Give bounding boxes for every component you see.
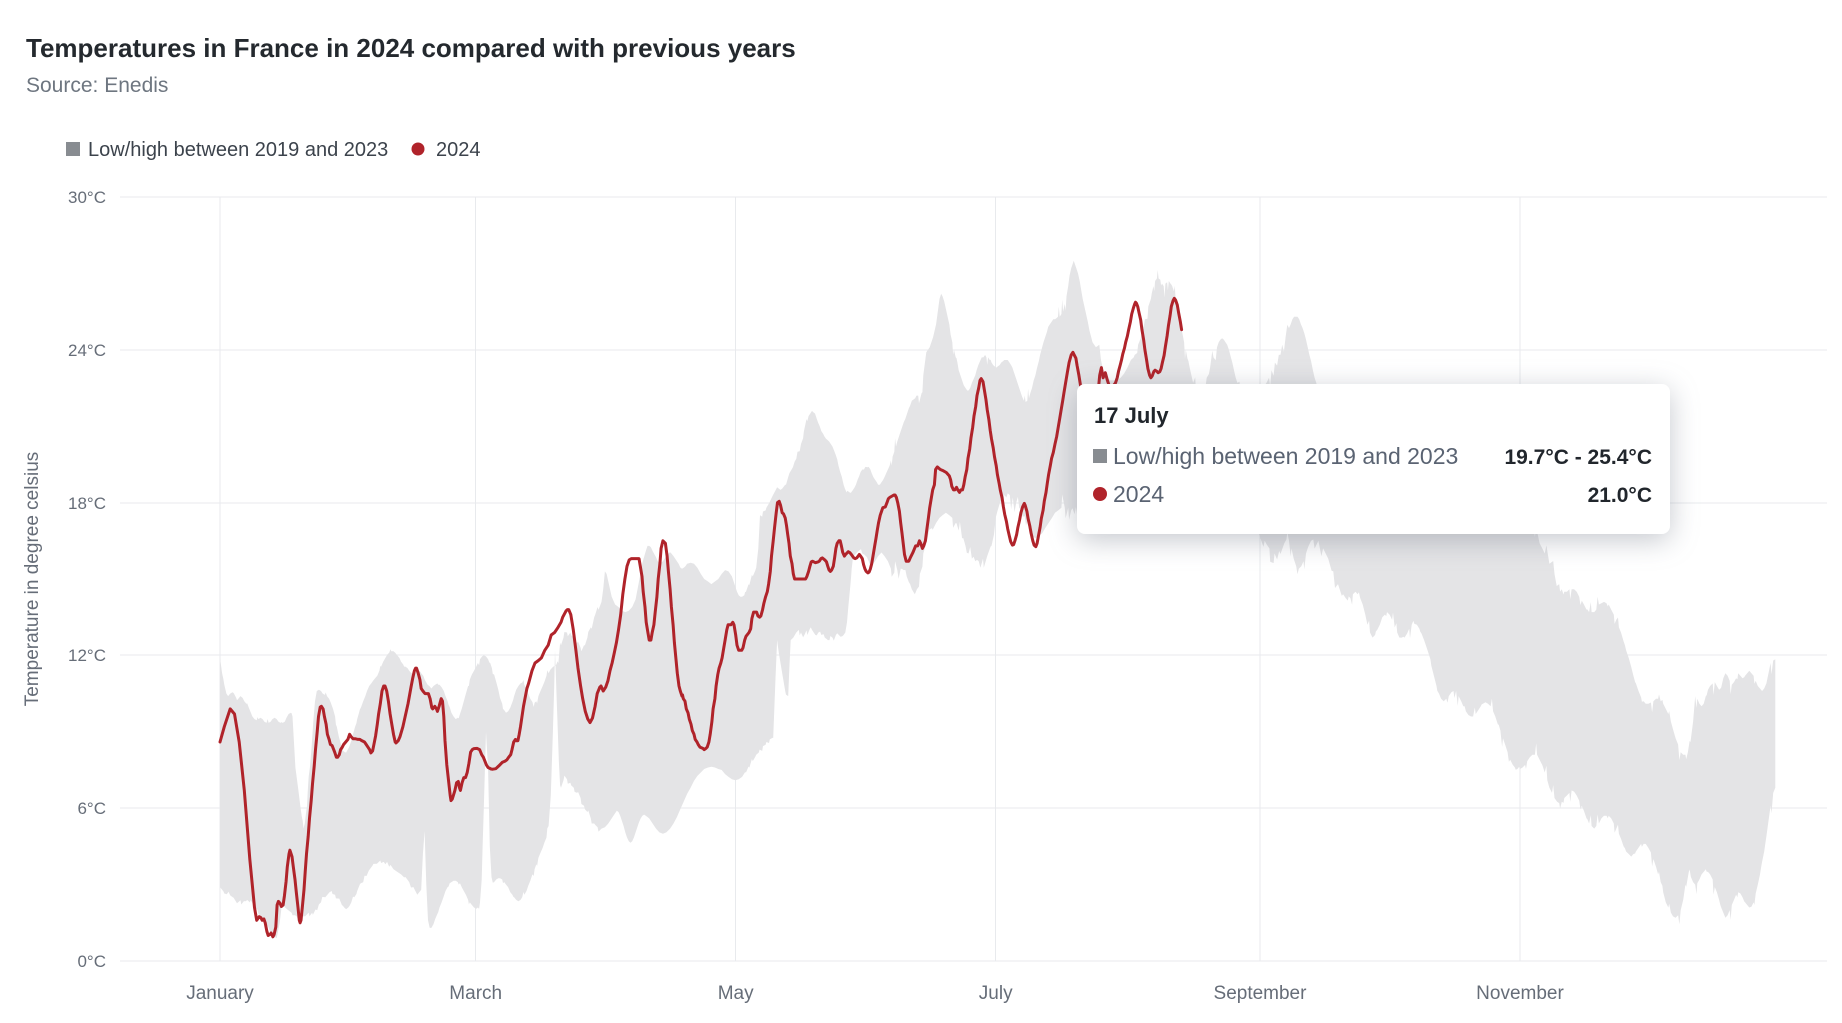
svg-text:2024: 2024	[436, 139, 481, 161]
svg-text:Low/high between 2019 and 2023: Low/high between 2019 and 2023	[1113, 443, 1458, 469]
svg-text:January: January	[186, 983, 254, 1004]
svg-text:21.0°C: 21.0°C	[1588, 484, 1652, 507]
svg-text:12°C: 12°C	[68, 646, 106, 665]
svg-text:0°C: 0°C	[77, 952, 106, 971]
svg-text:Source: Enedis: Source: Enedis	[26, 74, 168, 97]
svg-text:19.7°C - 25.4°C: 19.7°C - 25.4°C	[1504, 446, 1652, 469]
svg-text:September: September	[1214, 983, 1308, 1004]
svg-text:Low/high between 2019 and 2023: Low/high between 2019 and 2023	[88, 139, 388, 161]
svg-text:Temperatures in France in 2024: Temperatures in France in 2024 compared …	[26, 33, 796, 63]
svg-text:30°C: 30°C	[68, 188, 106, 207]
svg-text:July: July	[979, 983, 1013, 1004]
svg-text:Temperature in degree celsius: Temperature in degree celsius	[22, 452, 43, 707]
svg-text:17 July: 17 July	[1094, 403, 1169, 428]
svg-text:2024: 2024	[1113, 481, 1164, 507]
svg-text:18°C: 18°C	[68, 494, 106, 513]
svg-text:6°C: 6°C	[77, 799, 106, 818]
svg-text:March: March	[449, 983, 502, 1004]
svg-text:24°C: 24°C	[68, 341, 106, 360]
svg-text:November: November	[1476, 983, 1564, 1004]
svg-text:May: May	[718, 983, 754, 1004]
